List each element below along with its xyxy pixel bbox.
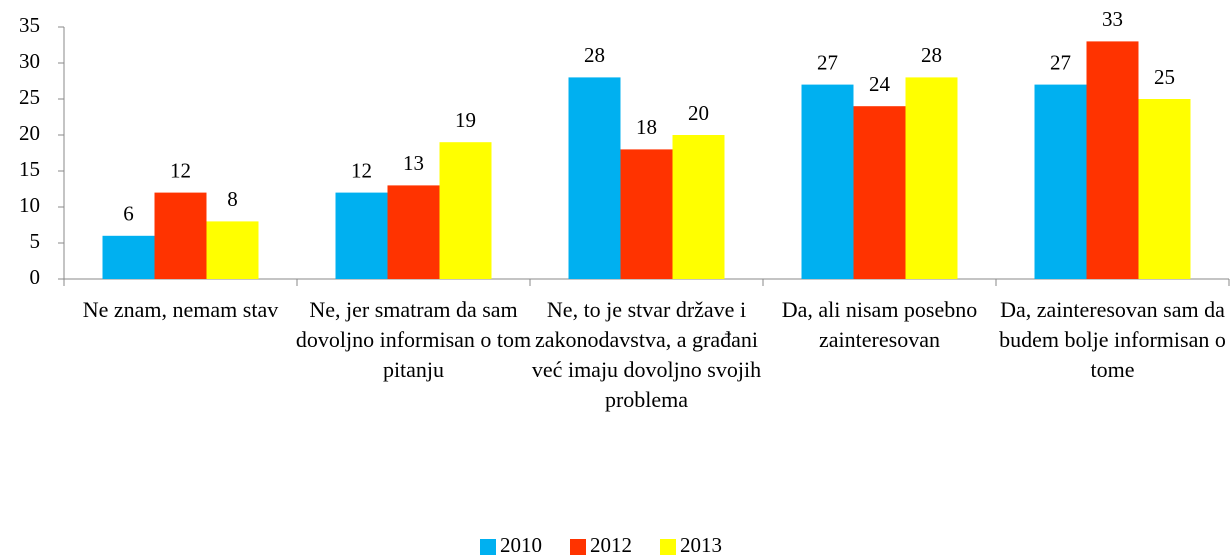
y-tick-label: 25 (19, 85, 40, 109)
bar (102, 235, 155, 279)
y-tick-label: 0 (30, 265, 41, 289)
data-label: 27 (1050, 50, 1071, 74)
x-tick-label: Da, zainteresovan sam da budem bolje inf… (999, 297, 1226, 382)
data-label: 27 (817, 50, 838, 74)
y-tick-label: 30 (19, 49, 40, 73)
bar (620, 149, 673, 279)
bar (568, 77, 621, 280)
legend-label: 2013 (680, 533, 722, 557)
bar (439, 142, 492, 279)
data-label: 18 (636, 115, 657, 139)
bar (1034, 84, 1087, 279)
bar (672, 135, 725, 279)
legend-label: 2010 (500, 533, 542, 557)
bar (905, 77, 958, 280)
data-label: 28 (584, 43, 605, 67)
x-tick-label: Ne, jer smatram da sam dovoljno informis… (295, 297, 532, 382)
y-tick-label: 15 (19, 157, 40, 181)
x-tick-label: Ne, to je stvar države i zakonodavstva, … (531, 297, 762, 412)
bar (1138, 99, 1191, 279)
y-tick-label: 10 (19, 193, 40, 217)
data-label: 20 (688, 101, 709, 125)
legend-swatch (570, 539, 586, 555)
data-label: 33 (1102, 7, 1123, 31)
data-label: 19 (455, 108, 476, 132)
data-label: 13 (403, 151, 424, 175)
bar (206, 221, 259, 279)
bar (1086, 41, 1139, 280)
x-tick-label: Da, ali nisam posebno zainteresovan (781, 297, 978, 352)
data-label: 12 (170, 158, 191, 182)
legend-swatch (480, 539, 496, 555)
x-tick-label: Ne znam, nemam stav (82, 297, 279, 322)
data-label: 8 (227, 187, 238, 211)
legend-label: 2012 (590, 533, 632, 557)
y-tick-label: 5 (30, 229, 41, 253)
y-tick-label: 35 (19, 13, 40, 37)
data-label: 25 (1154, 65, 1175, 89)
bar (801, 84, 854, 279)
data-label: 12 (351, 158, 372, 182)
bar (154, 192, 207, 279)
bar (387, 185, 440, 279)
legend-swatch (660, 539, 676, 555)
data-label: 6 (123, 202, 134, 226)
data-label: 24 (869, 72, 891, 96)
y-tick-label: 20 (19, 121, 40, 145)
bar (335, 192, 388, 279)
bar (853, 106, 906, 279)
data-label: 28 (921, 43, 942, 67)
